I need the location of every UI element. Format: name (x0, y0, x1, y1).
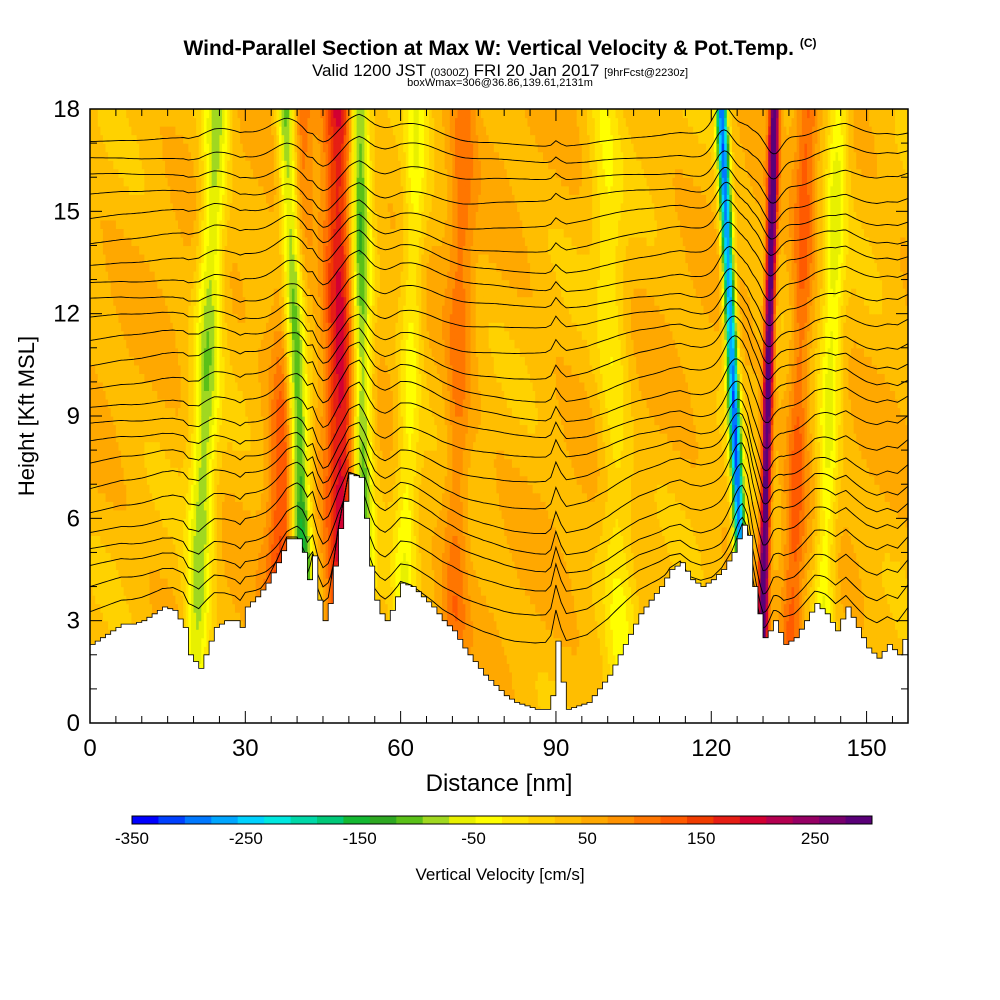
colorbar-segment (211, 816, 239, 824)
isentrope-line (90, 221, 908, 277)
colorbar-segment (422, 816, 450, 824)
colorbar-segment (502, 816, 529, 824)
colorbar-segment (475, 816, 503, 824)
colorbar-segment (184, 816, 212, 824)
isentrope-line (90, 462, 908, 556)
y-tick-label: 6 (67, 505, 80, 532)
x-tick-label: 120 (691, 735, 731, 762)
colorbar-segment (132, 816, 159, 824)
isentrope-line (90, 150, 908, 204)
chart-subtitle: Valid 1200 JST (0300Z) FRI 20 Jan 2017 [… (0, 61, 1000, 81)
x-tick-label: 30 (232, 735, 259, 762)
isentrope-line (90, 358, 908, 424)
colorbar-segment (792, 816, 820, 824)
x-axis-label: Distance [nm] (426, 770, 573, 797)
x-tick-label: 90 (543, 735, 570, 762)
isentrope-line (90, 285, 908, 348)
colorbar-segment (158, 816, 186, 824)
colorbar-segment (660, 816, 688, 824)
chart-title: Wind-Parallel Section at Max W: Vertical… (0, 36, 1000, 61)
x-tick-label: 60 (387, 735, 414, 762)
x-tick-label: 150 (847, 735, 887, 762)
isentrope-line (90, 425, 908, 510)
colorbar-segment (237, 816, 265, 824)
isentrope-line (90, 471, 908, 644)
x-axis: 0 30 60 90 120 150 (83, 109, 893, 762)
colorbar-tick-label: -50 (461, 829, 486, 848)
colorbar-segment (819, 816, 846, 824)
isentrope-line (90, 109, 908, 155)
colorbar-segment (449, 816, 476, 824)
colorbar-segment (369, 816, 397, 824)
isentrope-line (90, 246, 908, 302)
x-tick-label: 0 (83, 735, 96, 762)
isentrope-line (90, 167, 908, 224)
colorbar-segment (581, 816, 609, 824)
colorbar-tick-label: -350 (115, 829, 149, 848)
isentrope-line (90, 315, 908, 381)
colorbar-segment (343, 816, 371, 824)
isentrope-line (90, 471, 908, 595)
colorbar-tick-label: 150 (687, 829, 715, 848)
colorbar-segment (634, 816, 661, 824)
colorbar-segment (554, 816, 582, 824)
y-tick-label: 3 (67, 608, 80, 635)
colorbar-segment (845, 816, 873, 824)
y-axis: 0 3 6 9 12 15 18 (53, 96, 908, 737)
colorbar-frame (131, 815, 873, 825)
isentrope-line (90, 412, 908, 489)
colorbar-segment (766, 816, 794, 824)
isentrope-line (90, 268, 908, 326)
colorbar-tick-label: -250 (229, 829, 263, 848)
isentrope-line (90, 471, 908, 574)
isentrope-line (90, 129, 908, 180)
chart-subtitle-box-wmax: boxWmax=306@36.86,139.61,2131m (0, 77, 1000, 89)
colorbar-segment (317, 816, 344, 824)
colorbar-segment (528, 816, 556, 824)
colorbar-segment (607, 816, 635, 824)
colorbar-segment (290, 816, 318, 824)
isentrope-line (90, 335, 908, 403)
colorbar: -350 -250 -150 -50 50 150 250 (115, 815, 873, 848)
isentrope-line (90, 299, 908, 365)
isentrope-line (90, 199, 908, 256)
y-axis-label: Height [Kft MSL] (14, 336, 39, 496)
colorbar-tick-label: -150 (343, 829, 377, 848)
terrain-surface (90, 473, 908, 723)
colorbar-segment (264, 816, 291, 824)
colorbar-segment (713, 816, 741, 824)
isentrope-line (90, 471, 908, 616)
isentrope-line (90, 181, 908, 240)
vertical-velocity-field (90, 109, 908, 723)
y-tick-label: 0 (67, 710, 80, 737)
colorbar-label: Vertical Velocity [cm/s] (415, 865, 584, 884)
isentrope-line (90, 442, 908, 535)
colorbar-segment (739, 816, 767, 824)
colorbar-segment (396, 816, 424, 824)
y-tick-label: 15 (53, 198, 80, 225)
y-tick-label: 9 (67, 403, 80, 430)
terrain-mask (90, 473, 908, 723)
y-tick-label: 12 (53, 301, 80, 328)
isentrope-line (90, 398, 908, 472)
colorbar-tick-label: 250 (801, 829, 829, 848)
colorbar-tick-label: 50 (578, 829, 597, 848)
isentrope-line (90, 380, 908, 449)
colorbar-segment (687, 816, 714, 824)
potential-temperature-contours (90, 109, 908, 644)
y-tick-label: 18 (53, 96, 80, 123)
